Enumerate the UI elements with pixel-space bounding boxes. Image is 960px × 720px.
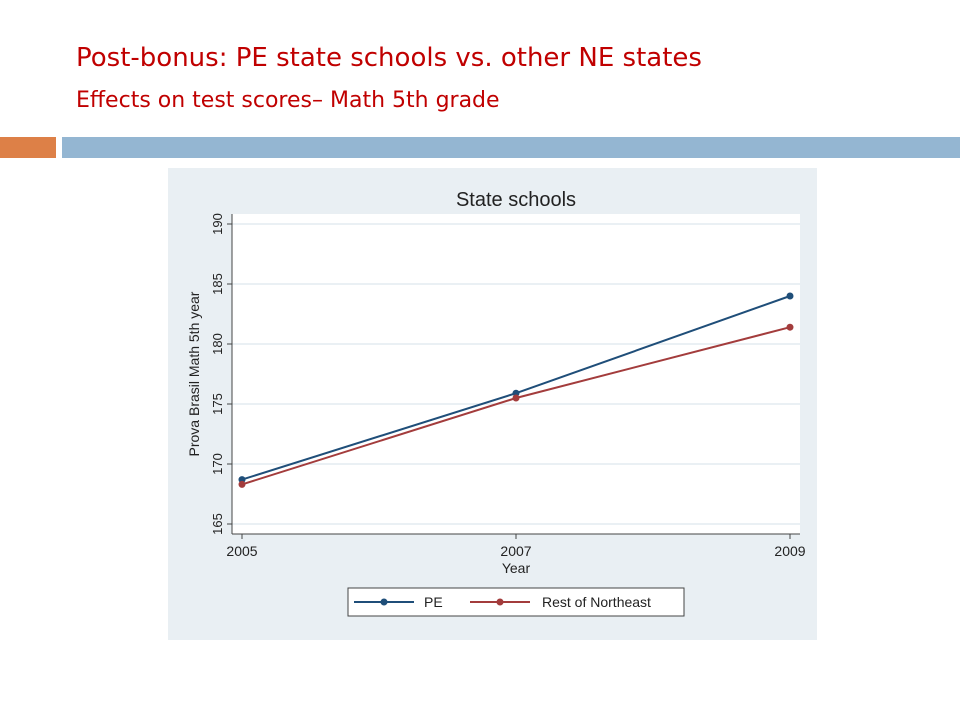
legend-marker-pe: [380, 598, 388, 606]
accent-bar-orange: [0, 137, 56, 158]
y-tick-label: 165: [210, 513, 225, 535]
x-axis-label: Year: [502, 560, 531, 576]
data-point-rest-of-northeast: [238, 480, 246, 488]
accent-bar-blue: [62, 137, 960, 158]
legend-label-pe: PE: [424, 594, 443, 610]
y-ticks: 165 170 175 180 185 190: [210, 213, 232, 535]
x-ticks: 2005 2007 2009: [226, 534, 806, 559]
data-point-pe: [238, 476, 246, 484]
y-tick-label: 190: [210, 213, 225, 235]
y-axis-label: Prova Brasil Math 5th year: [186, 291, 202, 456]
legend-marker-rest: [496, 598, 504, 606]
y-tick-label: 170: [210, 453, 225, 475]
series: [238, 292, 794, 488]
x-tick-label: 2007: [500, 543, 531, 559]
chart-panel: State schools 165 170 175 180 185 190 2005 200…: [168, 168, 817, 640]
y-tick-label: 175: [210, 393, 225, 415]
y-tick-label: 180: [210, 333, 225, 355]
grid-lines: [232, 223, 800, 525]
data-point-pe: [512, 389, 520, 397]
x-tick-label: 2009: [774, 543, 805, 559]
data-point-pe: [786, 292, 794, 300]
data-point-rest-of-northeast: [512, 394, 520, 402]
legend-label-rest: Rest of Northeast: [542, 594, 651, 610]
legend: PE Rest of Northeast: [347, 587, 685, 617]
slide-title: Post-bonus: PE state schools vs. other N…: [76, 43, 702, 73]
chart-title: State schools: [456, 189, 576, 211]
y-tick-label: 185: [210, 273, 225, 295]
plot-area: [232, 214, 800, 534]
x-tick-label: 2005: [226, 543, 257, 559]
data-point-rest-of-northeast: [786, 323, 794, 331]
slide-subtitle: Effects on test scores– Math 5th grade: [76, 88, 500, 113]
